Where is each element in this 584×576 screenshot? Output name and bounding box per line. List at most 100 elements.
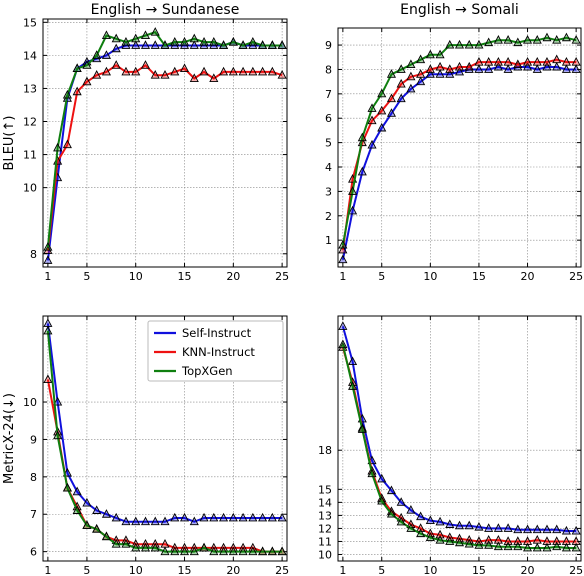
data-point xyxy=(267,40,277,49)
data-point xyxy=(160,516,170,526)
series-knn-instruct xyxy=(43,60,287,254)
data-point xyxy=(248,66,258,76)
data-point xyxy=(82,497,92,507)
x-tick-label: 20 xyxy=(521,564,535,576)
data-point xyxy=(484,64,494,73)
series-self-instruct xyxy=(338,321,581,535)
data-point xyxy=(170,512,180,522)
data-point xyxy=(150,40,160,49)
plot-frame xyxy=(337,315,582,562)
y-tick-label: 3 xyxy=(325,185,332,198)
data-point xyxy=(189,516,199,526)
data-point xyxy=(561,56,571,66)
x-tick-label: 25 xyxy=(569,270,583,283)
data-point xyxy=(357,132,367,142)
series-line xyxy=(46,330,283,553)
y-tick-label: 15 xyxy=(23,16,37,29)
data-point xyxy=(258,512,268,522)
data-point xyxy=(150,516,160,526)
data-point xyxy=(179,546,190,556)
data-point xyxy=(170,66,180,76)
data-point xyxy=(406,83,416,93)
y-tick-label: 11 xyxy=(23,149,37,162)
data-point xyxy=(53,396,63,406)
data-point xyxy=(92,70,102,79)
data-point xyxy=(277,70,287,79)
data-point xyxy=(377,105,387,115)
data-point xyxy=(140,516,151,526)
y-tick-label: 12 xyxy=(23,116,37,129)
data-point xyxy=(199,512,209,522)
chart-title: English → Sundanese xyxy=(91,2,240,18)
data-point xyxy=(532,64,542,73)
data-point xyxy=(386,93,397,103)
data-point xyxy=(571,64,581,73)
plot-frame xyxy=(337,27,582,268)
data-point xyxy=(219,40,229,49)
data-point xyxy=(189,33,199,43)
series-self-instruct xyxy=(338,61,581,264)
data-point xyxy=(425,69,435,78)
data-point xyxy=(503,541,513,551)
y-tick-label: 2 xyxy=(325,210,332,223)
data-point xyxy=(552,536,562,545)
data-point xyxy=(396,516,406,526)
data-point xyxy=(561,64,571,73)
data-point xyxy=(386,108,397,117)
data-point xyxy=(43,325,53,335)
data-point xyxy=(121,66,131,76)
data-point xyxy=(435,61,445,71)
data-point xyxy=(474,540,484,549)
data-point xyxy=(532,35,542,44)
data-point xyxy=(513,37,523,47)
data-point xyxy=(367,115,377,125)
y-tick-label: 13 xyxy=(23,82,37,95)
data-point xyxy=(219,66,229,76)
data-point xyxy=(416,76,426,86)
legend-label: Self-Instruct xyxy=(182,326,252,340)
y-tick-label: 10 xyxy=(23,396,37,409)
data-point xyxy=(348,205,358,215)
plot-frame xyxy=(42,315,288,562)
data-point xyxy=(416,528,426,538)
data-point xyxy=(101,509,111,518)
data-point xyxy=(552,61,562,71)
data-point xyxy=(62,89,72,99)
data-point xyxy=(101,531,111,541)
data-point xyxy=(396,93,406,103)
series-line xyxy=(46,379,283,553)
data-point xyxy=(357,424,367,433)
data-point xyxy=(454,66,465,76)
series-line xyxy=(46,323,283,523)
series-topxgen xyxy=(43,27,287,251)
data-point xyxy=(474,56,484,66)
data-point xyxy=(503,56,513,66)
data-point xyxy=(435,49,445,59)
data-point xyxy=(464,538,474,548)
data-point xyxy=(92,505,102,514)
data-point xyxy=(140,542,151,552)
data-point xyxy=(493,35,503,44)
data-point xyxy=(111,33,121,43)
data-point xyxy=(503,536,513,545)
data-point xyxy=(140,30,151,39)
series-topxgen xyxy=(43,325,287,556)
data-point xyxy=(367,139,377,149)
y-tick-label: 14 xyxy=(318,496,332,509)
data-point xyxy=(474,39,484,49)
panel-3: 1 5 10 15 20 25678910MetricX-24(↓)Self-Instru… xyxy=(2,315,289,576)
data-point xyxy=(435,69,445,78)
y-tick-label: 4 xyxy=(325,161,332,174)
data-point xyxy=(338,254,348,264)
data-point xyxy=(532,524,542,534)
data-point xyxy=(267,66,277,76)
data-point xyxy=(131,66,141,76)
x-tick-label: 10 xyxy=(423,270,437,283)
data-point xyxy=(338,321,348,330)
data-point xyxy=(513,59,523,69)
y-tick-label: 11 xyxy=(318,535,332,548)
y-tick-label: 9 xyxy=(30,433,37,446)
plot-frame xyxy=(42,18,288,268)
data-point xyxy=(150,542,160,552)
